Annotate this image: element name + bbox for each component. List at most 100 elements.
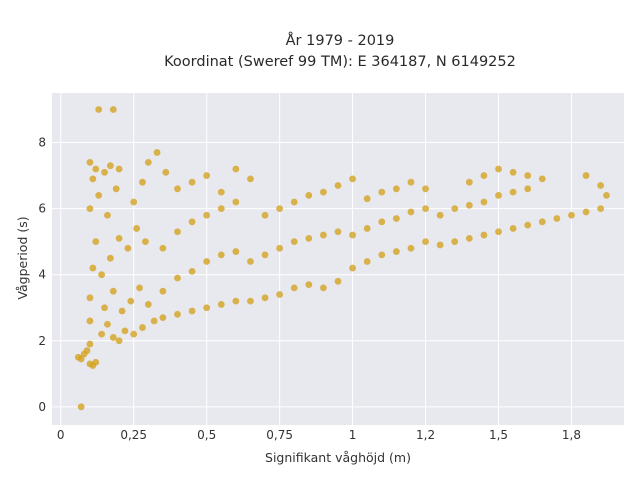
data-point bbox=[451, 205, 459, 213]
x-tick-label: 0,25 bbox=[120, 428, 147, 442]
data-point bbox=[217, 188, 225, 196]
data-point bbox=[217, 301, 225, 308]
data-point bbox=[597, 205, 605, 213]
data-point bbox=[109, 106, 117, 113]
data-point bbox=[465, 201, 473, 209]
data-point bbox=[276, 291, 284, 298]
data-point bbox=[363, 195, 371, 203]
data-point bbox=[568, 211, 575, 219]
data-point bbox=[436, 211, 444, 219]
data-point bbox=[232, 297, 240, 305]
data-point bbox=[86, 340, 94, 348]
data-point bbox=[118, 307, 126, 315]
y-axis-ticks: 0 2 4 6 8 bbox=[38, 136, 46, 414]
data-point bbox=[407, 244, 415, 252]
data-point bbox=[130, 330, 138, 338]
data-point bbox=[159, 314, 167, 322]
data-point bbox=[95, 106, 103, 113]
data-point bbox=[524, 221, 532, 229]
data-point bbox=[261, 294, 269, 302]
data-point bbox=[334, 182, 342, 189]
data-point bbox=[106, 162, 114, 170]
chart-title-line-1: År 1979 - 2019 bbox=[286, 32, 395, 49]
data-point bbox=[436, 241, 444, 249]
data-point bbox=[305, 281, 313, 289]
y-tick-label: 2 bbox=[38, 334, 46, 348]
data-point bbox=[407, 208, 415, 216]
plot-background bbox=[52, 93, 624, 425]
data-point bbox=[378, 251, 386, 259]
x-tick-label: 1,5 bbox=[489, 428, 508, 442]
data-point bbox=[276, 244, 284, 252]
data-point bbox=[509, 188, 517, 196]
data-point bbox=[86, 294, 94, 302]
data-point bbox=[538, 218, 546, 226]
data-point bbox=[480, 172, 488, 179]
data-point bbox=[422, 205, 429, 213]
data-point bbox=[150, 317, 158, 325]
x-tick-label: 0,5 bbox=[197, 428, 216, 442]
data-point bbox=[480, 231, 488, 239]
data-point bbox=[115, 165, 123, 173]
chart-title-line-2: Koordinat (Sweref 99 TM): E 364187, N 61… bbox=[164, 54, 516, 70]
data-point bbox=[290, 198, 298, 206]
data-point bbox=[115, 337, 123, 345]
data-point bbox=[538, 175, 546, 183]
data-point bbox=[603, 192, 610, 199]
data-points bbox=[74, 106, 610, 411]
data-point bbox=[247, 175, 254, 183]
data-point bbox=[104, 320, 111, 328]
data-point bbox=[334, 228, 342, 236]
data-point bbox=[524, 185, 532, 193]
data-point bbox=[159, 244, 167, 252]
data-point bbox=[203, 172, 211, 179]
y-axis-label: Vågperiod (s) bbox=[15, 216, 30, 299]
data-point bbox=[130, 198, 138, 206]
data-point bbox=[465, 178, 473, 186]
y-tick-label: 6 bbox=[38, 202, 46, 216]
x-tick-label: 0 bbox=[57, 428, 65, 442]
data-point bbox=[582, 208, 590, 216]
data-point bbox=[86, 158, 94, 166]
data-point bbox=[162, 168, 170, 176]
data-point bbox=[188, 218, 196, 226]
data-point bbox=[86, 317, 94, 325]
data-point bbox=[290, 238, 298, 246]
data-point bbox=[480, 198, 488, 206]
data-point bbox=[509, 225, 517, 232]
data-point bbox=[139, 324, 146, 331]
data-point bbox=[92, 358, 100, 366]
data-point bbox=[101, 304, 108, 312]
data-point bbox=[188, 178, 196, 186]
data-point bbox=[124, 244, 132, 252]
data-point bbox=[106, 254, 114, 262]
data-point bbox=[582, 172, 590, 179]
data-point bbox=[121, 327, 129, 335]
data-point bbox=[112, 185, 120, 193]
data-point bbox=[141, 238, 149, 246]
data-point bbox=[174, 228, 181, 236]
data-point bbox=[133, 225, 141, 232]
data-point bbox=[392, 248, 400, 255]
data-point bbox=[139, 178, 146, 186]
data-point bbox=[247, 297, 254, 305]
data-point bbox=[77, 355, 85, 363]
data-point bbox=[232, 248, 240, 255]
data-point bbox=[261, 211, 269, 219]
data-point bbox=[98, 271, 106, 279]
data-point bbox=[153, 149, 161, 156]
data-point bbox=[89, 175, 97, 183]
data-point bbox=[334, 277, 342, 285]
data-point bbox=[203, 304, 211, 312]
data-point bbox=[363, 225, 371, 232]
data-point bbox=[109, 287, 117, 295]
x-tick-label: 1 bbox=[349, 428, 357, 442]
data-point bbox=[144, 301, 152, 308]
data-point bbox=[127, 297, 135, 305]
data-point bbox=[407, 178, 415, 186]
data-point bbox=[378, 218, 386, 226]
data-point bbox=[422, 185, 429, 193]
data-point bbox=[465, 234, 473, 242]
x-tick-label: 0,75 bbox=[266, 428, 293, 442]
